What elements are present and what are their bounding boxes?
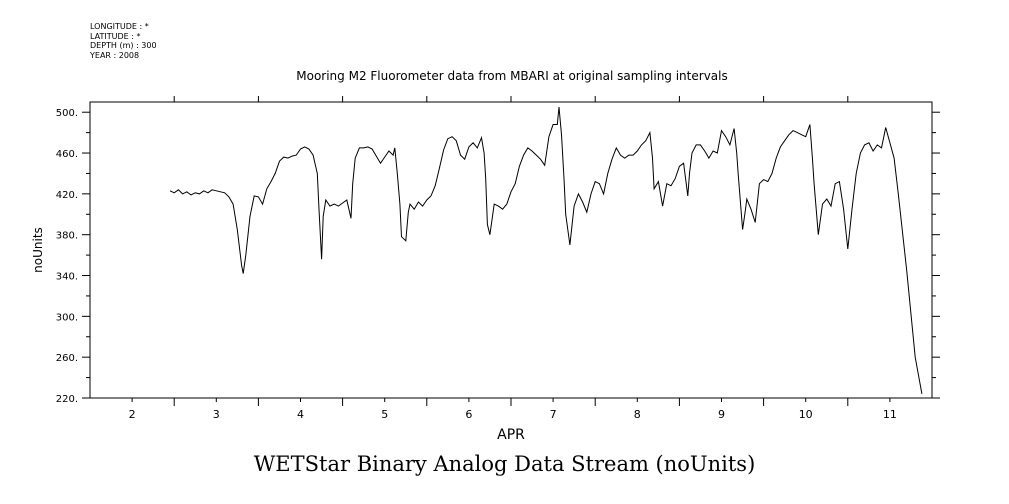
- y-tick-label: 220.: [56, 394, 78, 405]
- x-tick-label: 10: [799, 408, 813, 421]
- latitude-label: LATITUDE : *: [90, 31, 141, 41]
- depth-label: DEPTH (m) : 300: [90, 41, 157, 50]
- metadata-block: LONGITUDE : * LATITUDE : * DEPTH (m) : 3…: [90, 22, 157, 60]
- y-tick-label: 420.: [56, 190, 78, 201]
- y-tick-label: 460.: [56, 149, 78, 160]
- x-tick-label: 9: [718, 408, 725, 421]
- year-label: YEAR : 2008: [90, 50, 140, 60]
- y-axis: 220. 260. 300. 340. 380. 420. 460. 500.: [56, 108, 940, 405]
- y-tick-label: 340.: [56, 272, 78, 283]
- x-axis: 2 3 4 5 6 7 8 9 10 11: [129, 96, 897, 421]
- plot-frame: [89, 101, 933, 399]
- y-tick-label: 260.: [56, 353, 78, 364]
- x-axis-label: APR: [497, 427, 525, 443]
- x-tick-label: 7: [550, 408, 557, 421]
- y-axis-label: noUnits: [31, 227, 45, 273]
- longitude-label: LONGITUDE : *: [90, 22, 149, 31]
- y-tick-label: 500.: [56, 108, 78, 119]
- x-tick-label: 6: [465, 408, 472, 421]
- x-tick-label: 4: [297, 408, 304, 421]
- y-tick-label: 380.: [56, 231, 78, 242]
- x-tick-label: 3: [213, 408, 220, 421]
- caption: WETStar Binary Analog Data Stream (noUni…: [253, 452, 756, 476]
- x-tick-label: 11: [883, 408, 897, 421]
- x-tick-label: 5: [381, 408, 388, 421]
- x-tick-label: 2: [129, 408, 136, 421]
- y-tick-label: 300.: [56, 312, 78, 323]
- x-tick-label: 8: [634, 408, 641, 421]
- series-line: [169, 107, 923, 394]
- chart-title: Mooring M2 Fluorometer data from MBARI a…: [296, 69, 727, 83]
